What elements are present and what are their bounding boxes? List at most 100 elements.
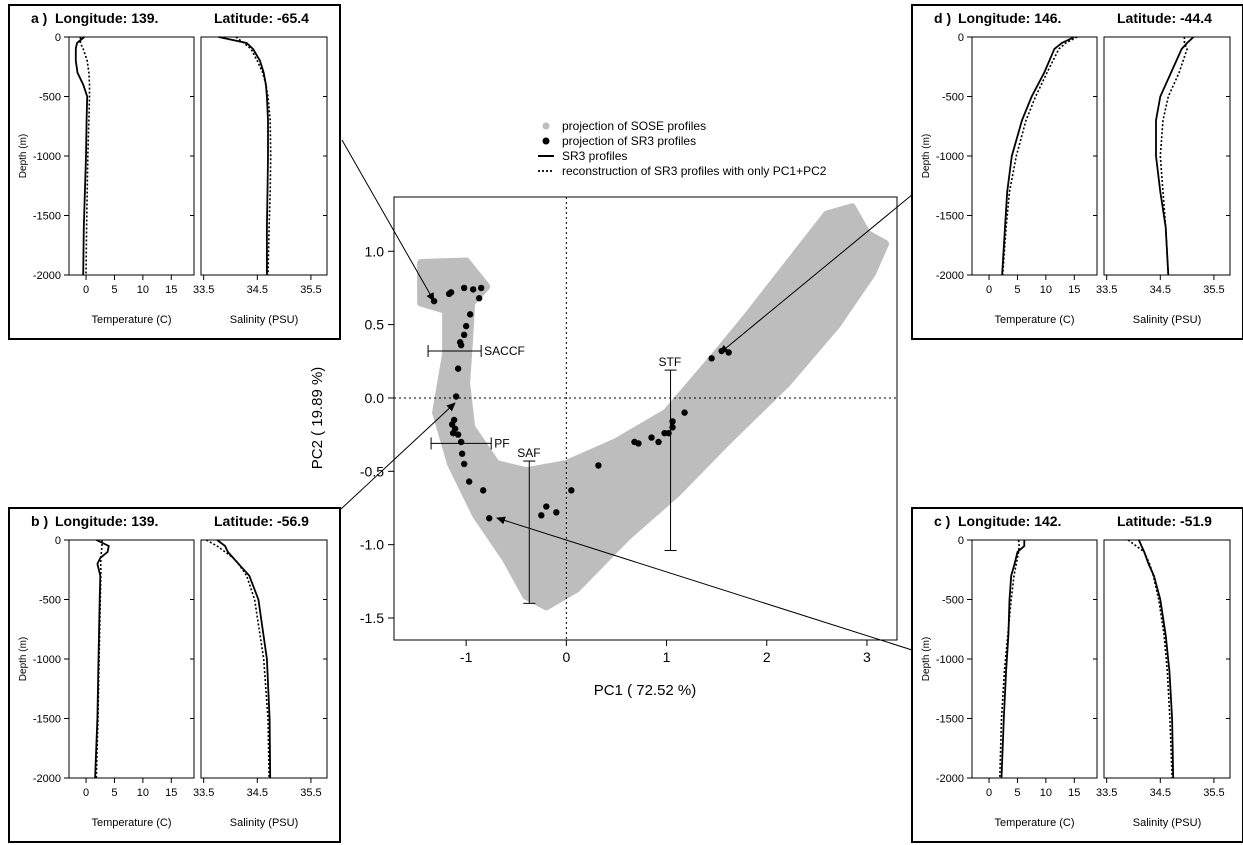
legend-sr3-marker xyxy=(542,137,550,145)
panel-label: a ) xyxy=(31,10,47,26)
sr3-point xyxy=(477,284,485,292)
main-y-axis-label: PC2 ( 19.89 %) xyxy=(309,367,326,470)
temperature-x-tick-label: 10 xyxy=(1040,284,1052,296)
salinity-x-axis-label: Salinity (PSU) xyxy=(230,817,298,829)
temperature-x-tick-label: 15 xyxy=(1068,787,1080,799)
sr3-point xyxy=(456,339,464,346)
salinity-observed-line xyxy=(218,36,269,275)
sr3-point xyxy=(725,349,732,356)
main-x-tick-label: 0 xyxy=(562,649,570,665)
depth-tick-label: -500 xyxy=(39,92,61,104)
sr3-point xyxy=(460,331,468,339)
panel-label: c ) xyxy=(934,513,950,529)
profile-panel-b: b ) Longitude: 139. Latitude: -56.9 Depth (… xyxy=(8,507,341,843)
temperature-x-axis-label: Temperature (C) xyxy=(994,314,1074,326)
main-y-tick-label: -1.5 xyxy=(360,610,384,626)
salinity-x-axis-label: Salinity (PSU) xyxy=(230,314,298,326)
main-plot-frame xyxy=(393,196,898,641)
sr3-point xyxy=(430,297,438,305)
sr3-point xyxy=(458,450,466,457)
depth-tick-label: -2000 xyxy=(33,270,61,282)
temperature-x-tick-label: 5 xyxy=(1014,787,1020,799)
legend-dotted-label: reconstruction of SR3 profiles with only… xyxy=(562,164,827,178)
depth-tick-label: 0 xyxy=(958,32,964,44)
temperature-x-tick-label: 0 xyxy=(83,787,89,799)
front-saf-label: SAF xyxy=(517,446,540,460)
salinity-x-tick-label: 35.5 xyxy=(300,787,321,799)
panel-label: d ) xyxy=(934,10,951,26)
temperature-x-axis-label: Temperature (C) xyxy=(91,817,171,829)
panel-y-axis-label: Depth (m) xyxy=(921,134,932,178)
panel-latitude: Latitude: -65.4 xyxy=(214,10,309,26)
sr3-point xyxy=(635,440,642,447)
profile-panel-c: c ) Longitude: 142. Latitude: -51.9 Depth (… xyxy=(911,507,1243,843)
sr3-point xyxy=(452,393,460,400)
temperature-x-tick-label: 15 xyxy=(165,284,177,296)
salinity-x-tick-label: 33.5 xyxy=(1096,284,1117,296)
temperature-x-tick-label: 5 xyxy=(1014,284,1020,296)
legend-solid-label: SR3 profiles xyxy=(562,149,627,163)
sr3-point xyxy=(462,322,470,330)
depth-tick-label: -1000 xyxy=(936,151,964,163)
temperature-observed-line xyxy=(94,539,110,779)
sr3-point xyxy=(648,434,655,441)
legend-sose-marker xyxy=(542,122,550,130)
sr3-point xyxy=(543,503,550,510)
main-y-tick-label: -1.0 xyxy=(360,537,384,553)
salinity-observed-line xyxy=(1155,36,1195,276)
temperature-x-axis-label: Temperature (C) xyxy=(91,314,171,326)
arrow-to-panel-c xyxy=(496,516,913,651)
depth-tick-label: -500 xyxy=(39,595,61,607)
depth-tick-label: -500 xyxy=(942,92,964,104)
main-x-tick-label: -1 xyxy=(460,649,473,665)
temperature-reconstructed-line xyxy=(999,539,1021,779)
arrow-to-panel-d xyxy=(719,193,914,354)
panel-longitude: Longitude: 139. xyxy=(55,513,158,529)
sr3-point xyxy=(454,431,462,438)
depth-tick-label: -1500 xyxy=(33,714,61,726)
main-x-axis-label: PC1 ( 72.52 %) xyxy=(594,682,697,699)
depth-tick-label: -1500 xyxy=(936,714,964,726)
salinity-x-tick-label: 34.5 xyxy=(1150,284,1171,296)
main-y-tick-label: -0.5 xyxy=(360,463,384,479)
panel-latitude: Latitude: -56.9 xyxy=(214,513,309,529)
salinity-x-axis-label: Salinity (PSU) xyxy=(1133,314,1201,326)
temperature-observed-line xyxy=(74,36,89,276)
temperature-x-tick-label: 0 xyxy=(83,284,89,296)
sr3-point xyxy=(669,424,676,431)
salinity-x-tick-label: 35.5 xyxy=(1203,787,1224,799)
sr3-point xyxy=(553,509,560,516)
sose-cloud xyxy=(417,203,889,611)
sr3-point xyxy=(465,478,473,485)
sr3-point xyxy=(457,438,465,446)
temperature-observed-line xyxy=(1001,36,1075,276)
panel-y-axis-label: Depth (m) xyxy=(18,134,29,178)
salinity-observed-line xyxy=(216,539,272,779)
temperature-x-tick-label: 15 xyxy=(1068,284,1080,296)
panel-y-axis-label: Depth (m) xyxy=(921,637,932,681)
sose-cloud-area xyxy=(417,203,889,611)
depth-tick-label: 0 xyxy=(55,32,61,44)
main-y-tick-label: 0.5 xyxy=(365,317,385,333)
profile-panel-d: d ) Longitude: 146. Latitude: -44.4 Depth (… xyxy=(911,4,1243,340)
main-pca-plot: SACCF PF SAF STF -1 0 1 2 3 1.0 0.5 0.0 -0.5 -1.0 -1… xyxy=(309,196,898,699)
arrow-to-panel-a xyxy=(341,139,435,302)
main-y-tick-label: 1.0 xyxy=(365,243,385,259)
front-markers: SACCF PF SAF STF xyxy=(427,344,681,604)
temperature-x-tick-label: 5 xyxy=(111,787,117,799)
sr3-point xyxy=(475,295,483,302)
sr3-point xyxy=(460,460,468,468)
sr3-point xyxy=(449,429,457,437)
temperature-x-tick-label: 10 xyxy=(137,787,149,799)
salinity-x-tick-label: 34.5 xyxy=(247,787,268,799)
legend-sose-label: projection of SOSE profiles xyxy=(562,119,706,133)
depth-tick-label: -2000 xyxy=(936,270,964,282)
sr3-point xyxy=(538,512,545,519)
reference-lines xyxy=(394,197,897,640)
sr3-point xyxy=(479,487,487,494)
panel-latitude: Latitude: -44.4 xyxy=(1117,10,1212,26)
legend: projection of SOSE profiles projection o… xyxy=(538,119,827,178)
sr3-point xyxy=(454,365,462,372)
sr3-point xyxy=(595,462,602,469)
